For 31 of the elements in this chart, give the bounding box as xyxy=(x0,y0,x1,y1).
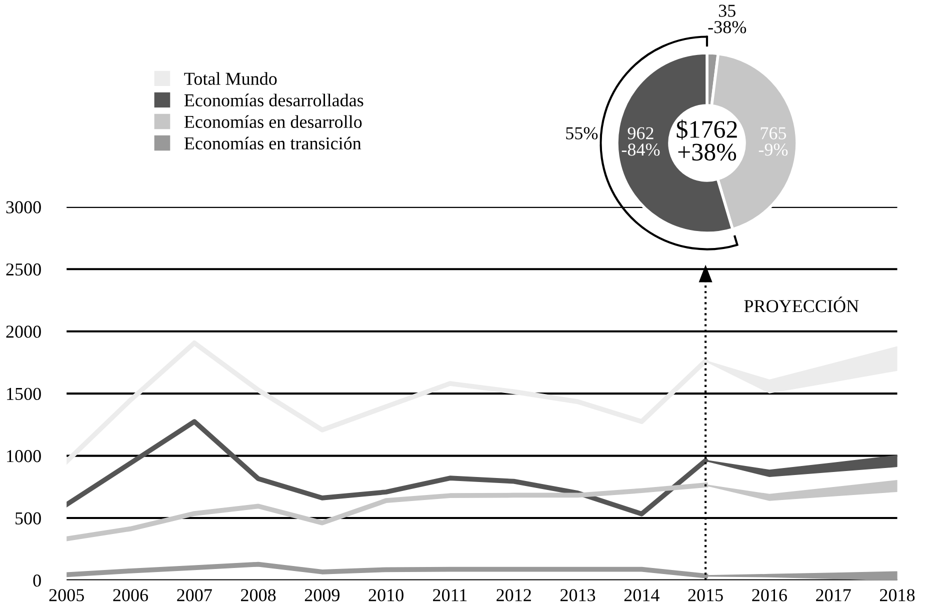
y-tick-label: 1000 xyxy=(7,450,41,462)
x-tick-label: 2016 xyxy=(752,589,787,602)
y-tick-label: 3000 xyxy=(6,201,41,214)
x-tick-label: 2010 xyxy=(368,589,404,602)
x-tick-label: 2017 xyxy=(816,589,851,602)
data-label: 35 -38% xyxy=(708,4,746,34)
y-tick-label: 2000 xyxy=(6,326,41,338)
legend-label: Economías en desarrollo xyxy=(184,115,362,128)
x-tick-label: 2011 xyxy=(433,589,467,602)
text: $1762 +38% xyxy=(676,120,737,161)
y-tick-label: 1500 xyxy=(7,388,41,400)
x-tick-label: 2014 xyxy=(624,589,660,602)
x-tick-label: 2005 xyxy=(49,589,84,602)
x-tick-label: 2015 xyxy=(688,589,723,602)
x-tick-label: 2012 xyxy=(496,589,531,602)
y-tick-label: 500 xyxy=(16,512,41,524)
legend-label: Economías desarrolladas xyxy=(184,94,364,106)
y-tick-label: 0 xyxy=(33,574,41,587)
y-tick-label: 2500 xyxy=(6,263,41,276)
x-tick-label: 2013 xyxy=(560,589,596,602)
x-tick-label: 2009 xyxy=(304,589,340,602)
x-tick-label: 2008 xyxy=(241,589,276,602)
data-label: 765 -9% xyxy=(758,127,788,156)
x-tick-label: 2018 xyxy=(880,589,915,602)
legend-label: Total Mundo xyxy=(184,72,277,85)
data-label: 962 -84% xyxy=(622,127,660,156)
x-tick-label: 2007 xyxy=(177,589,212,602)
x-tick-label: 2006 xyxy=(113,589,148,602)
ref-line-label: PROYECCIÓN xyxy=(744,296,859,312)
legend-label: Economías en transición xyxy=(184,136,362,150)
text: 55% xyxy=(566,127,598,140)
